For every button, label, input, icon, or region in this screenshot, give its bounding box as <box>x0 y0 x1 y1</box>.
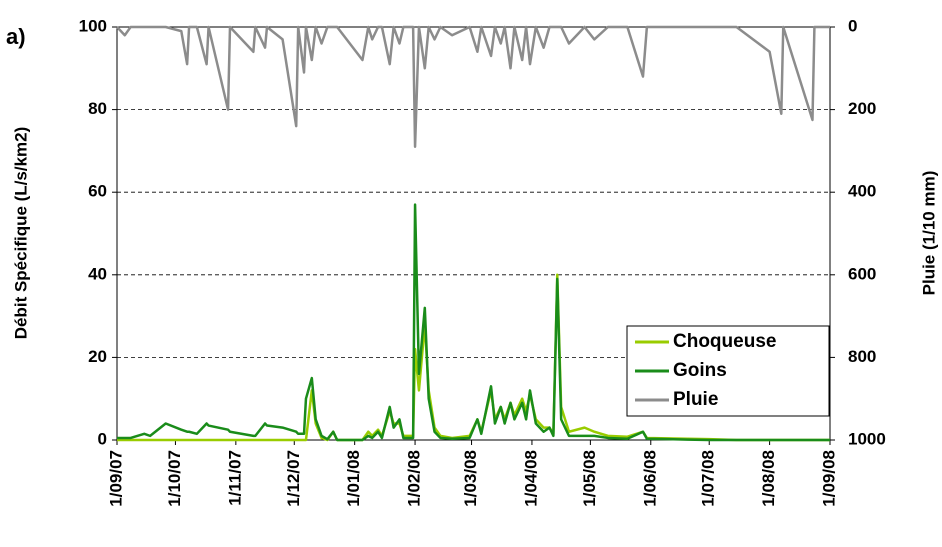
y2-tick-label: 0 <box>848 16 857 35</box>
x-tick-label: 1/06/08 <box>640 450 659 507</box>
x-tick-label: 1/02/08 <box>405 450 424 507</box>
y2-tick-label: 1000 <box>848 429 886 448</box>
x-tick-label: 1/08/08 <box>759 450 778 507</box>
y2-axis-title: Pluie (1/10 mm) <box>919 171 938 296</box>
x-tick-label: 1/12/07 <box>284 450 303 507</box>
y-tick-label: 20 <box>88 347 107 366</box>
legend-label: Choqueuse <box>673 331 776 352</box>
legend-label: Pluie <box>673 389 718 410</box>
y-tick-label: 60 <box>88 182 107 201</box>
x-tick-label: 1/09/08 <box>819 450 838 507</box>
legend-label: Goins <box>673 360 727 381</box>
y-axis-title: Débit Spécifique (L/s/km2) <box>11 127 30 340</box>
y-tick-label: 100 <box>79 16 107 35</box>
x-tick-label: 1/09/07 <box>106 450 125 507</box>
y2-tick-label: 800 <box>848 347 876 366</box>
x-tick-label: 1/01/08 <box>344 450 363 507</box>
x-tick-label: 1/10/07 <box>165 450 184 507</box>
x-tick-label: 1/04/08 <box>521 450 540 507</box>
y-tick-label: 80 <box>88 99 107 118</box>
y-tick-label: 0 <box>98 429 107 448</box>
panel-label: a) <box>6 24 26 49</box>
series-line <box>116 25 830 149</box>
y2-tick-label: 600 <box>848 264 876 283</box>
series-line <box>117 273 830 442</box>
y2-tick-label: 200 <box>848 99 876 118</box>
y2-tick-label: 400 <box>848 182 876 201</box>
y-tick-label: 40 <box>88 264 107 283</box>
x-tick-label: 1/11/07 <box>225 450 244 506</box>
series-line <box>117 203 830 442</box>
x-tick-label: 1/03/08 <box>461 450 480 507</box>
x-tick-label: 1/07/08 <box>699 450 718 507</box>
x-tick-label: 1/05/08 <box>580 450 599 507</box>
